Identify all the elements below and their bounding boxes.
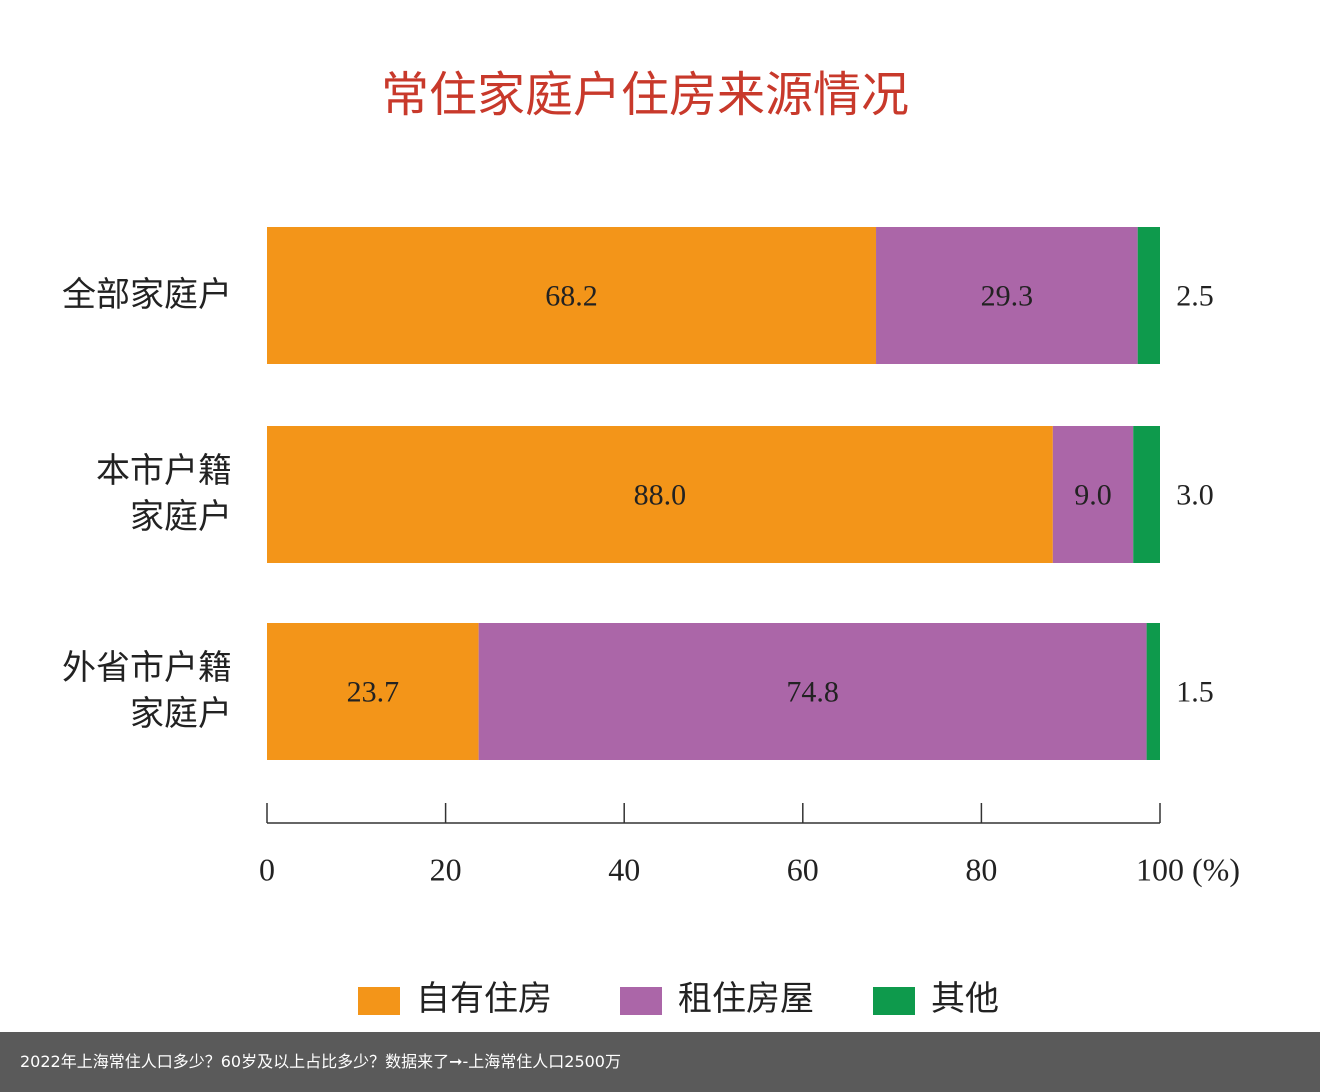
bar-segment — [1052, 426, 1134, 563]
bar-segment — [267, 623, 479, 760]
data-label: 88.0 — [634, 478, 687, 511]
chart: 常住家庭户住房来源情况 0 20 40 60 80 100 (%) 68.2 29.3 2.5 8… — [259, 69, 1240, 1018]
data-label: 29.3 — [981, 279, 1034, 312]
x-tick-label: 80 — [965, 851, 997, 887]
legend-label: 其他 — [931, 981, 999, 1018]
bar-segment — [478, 623, 1147, 760]
legend-swatch — [620, 987, 662, 1015]
legend-label: 自有住房 — [416, 980, 552, 1018]
data-label: 3.0 — [1176, 478, 1214, 511]
x-tick-label: 0 — [259, 851, 275, 887]
data-label: 23.7 — [347, 675, 400, 708]
data-label: 74.8 — [786, 675, 839, 708]
bar-segment — [1146, 623, 1160, 760]
x-tick-label: 40 — [608, 851, 640, 887]
legend-swatch — [873, 987, 915, 1015]
legend-label: 租住房屋 — [678, 980, 814, 1018]
category-label: 全部家庭户 — [62, 276, 232, 314]
bar-segment — [1133, 426, 1160, 563]
category-label: 外省市户籍 家庭户 — [62, 649, 232, 733]
chart-title: 常住家庭户住房来源情况 — [381, 69, 909, 122]
bar-segment — [876, 227, 1138, 364]
data-label: 9.0 — [1074, 478, 1112, 511]
category-label: 本市户籍 家庭户 — [96, 452, 232, 536]
bar-segment — [267, 426, 1053, 563]
x-tick-label: 20 — [430, 851, 462, 887]
data-label: 1.5 — [1176, 675, 1214, 708]
x-tick-label: 60 — [787, 851, 819, 887]
data-label: 2.5 — [1176, 279, 1214, 312]
x-tick-label: 100 (%) — [1136, 851, 1240, 887]
caption: 2022年上海常住人口多少？60岁及以上占比多少？数据来了➞-上海常住人口250… — [0, 1032, 1320, 1092]
legend-swatch — [358, 987, 400, 1015]
bar-segment — [1137, 227, 1160, 364]
bar-segment — [267, 227, 877, 364]
data-label: 68.2 — [545, 279, 598, 312]
